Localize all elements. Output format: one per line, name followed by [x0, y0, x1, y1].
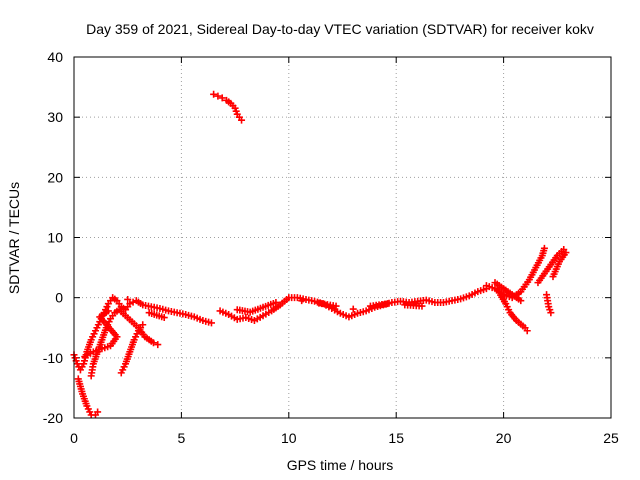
data-point — [547, 309, 555, 317]
tick-labels: 0 5 10 15 20 25 -20 -10 0 10 20 30 40 — [43, 49, 619, 446]
data-point — [160, 314, 168, 322]
data-point — [207, 319, 215, 327]
series-isolated-arc — [210, 90, 246, 124]
data-point — [517, 297, 525, 305]
data-point — [94, 408, 102, 416]
data-point — [298, 297, 306, 305]
y-tick-label: 30 — [47, 109, 63, 125]
data-point — [124, 295, 132, 303]
data-point — [154, 341, 162, 349]
x-tick-label: 10 — [281, 430, 297, 446]
x-axis-label: GPS time / hours — [287, 457, 394, 473]
series-midday-arcs — [216, 285, 490, 325]
y-tick-label: 20 — [47, 169, 63, 185]
x-tick-label: 25 — [603, 430, 619, 446]
data-point — [238, 116, 246, 124]
x-tick-label: 20 — [496, 430, 512, 446]
y-tick-label: 10 — [47, 230, 63, 246]
plot-frame — [73, 56, 612, 419]
data-point — [139, 321, 147, 329]
data-point — [126, 300, 134, 308]
y-tick-label: -10 — [43, 350, 63, 366]
y-tick-label: 0 — [55, 290, 63, 306]
data-point — [272, 298, 280, 306]
data-point — [349, 305, 357, 313]
data-point — [332, 302, 340, 310]
data-point — [418, 302, 426, 310]
data-point — [218, 94, 226, 102]
data-point — [214, 92, 222, 100]
data-points — [70, 90, 570, 419]
x-tick-label: 5 — [178, 430, 186, 446]
data-point — [540, 244, 548, 252]
data-point — [149, 339, 157, 347]
data-point — [104, 307, 112, 315]
series-late-arcs — [482, 244, 570, 335]
data-point — [562, 249, 570, 257]
y-tick-label: -20 — [43, 410, 63, 426]
grid — [74, 57, 611, 418]
data-point — [210, 90, 218, 98]
data-point — [523, 327, 531, 335]
data-point — [384, 300, 392, 308]
x-tick-label: 15 — [388, 430, 404, 446]
series-early-arcs — [70, 294, 215, 419]
y-axis-label: SDTVAR / TECUs — [6, 182, 22, 294]
chart-title: Day 359 of 2021, Sidereal Day-to-day VTE… — [86, 21, 594, 37]
y-tick-label: 40 — [47, 49, 63, 65]
x-tick-label: 0 — [70, 430, 78, 446]
